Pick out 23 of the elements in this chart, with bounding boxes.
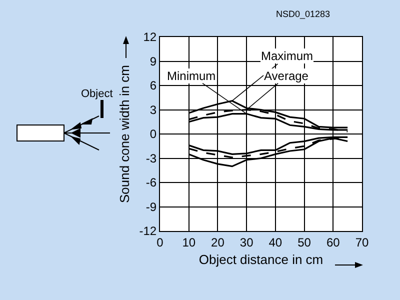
y-tick-label: -12 xyxy=(139,224,157,238)
y-tick-label: 6 xyxy=(150,78,157,93)
x-axis-title: Object distance in cm xyxy=(198,252,324,267)
text: Maximum xyxy=(261,49,314,63)
y-tick-label: -3 xyxy=(146,151,157,166)
x-tick-label: 70 xyxy=(355,235,369,250)
y-tick-label: 3 xyxy=(150,102,157,117)
text: Average xyxy=(264,69,309,83)
text: Minimum xyxy=(167,69,216,83)
y-tick-label: -9 xyxy=(146,200,157,214)
x-tick-label: 60 xyxy=(326,235,340,250)
x-tick-label: 30 xyxy=(240,235,254,250)
x-tick-label: 10 xyxy=(182,235,196,250)
text: NSD0_01283 xyxy=(276,9,330,19)
x-tick-label: 50 xyxy=(298,235,312,250)
x-tick-label: 40 xyxy=(268,235,282,250)
y-tick-label: 0 xyxy=(150,127,157,142)
y-axis-title: Sound cone width in cm xyxy=(117,64,132,204)
text: Object xyxy=(81,88,113,100)
x-tick-label: 20 xyxy=(211,235,225,250)
y-tick-label: 12 xyxy=(143,30,157,44)
y-tick-label: -6 xyxy=(146,176,157,190)
y-tick-label: 9 xyxy=(150,54,157,68)
